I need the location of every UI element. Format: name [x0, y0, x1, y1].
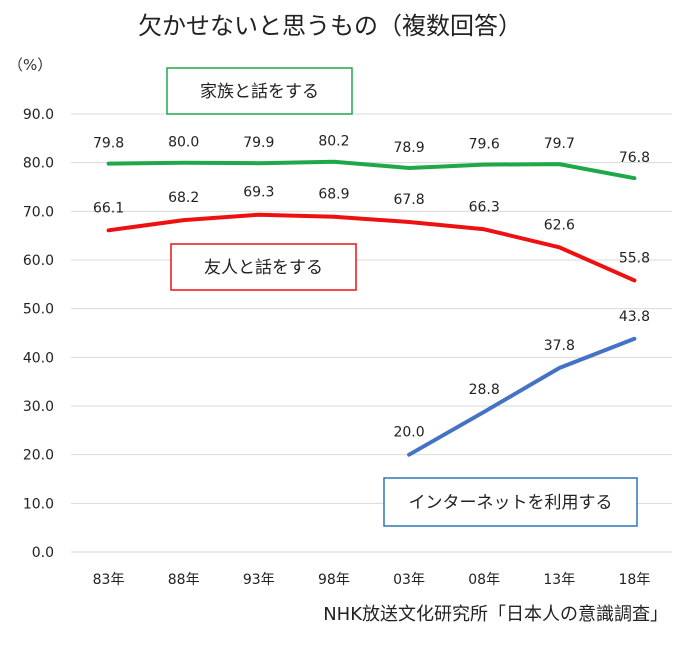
data-point — [407, 166, 411, 170]
data-point — [632, 337, 636, 341]
x-tick-label: 98年 — [318, 572, 350, 588]
data-point — [632, 278, 636, 282]
data-point — [332, 215, 336, 219]
data-label: 43.8 — [619, 309, 650, 325]
data-label: 68.9 — [318, 187, 349, 203]
data-label: 67.8 — [393, 192, 424, 208]
x-tick-label: 18年 — [619, 572, 651, 588]
x-axis-ticks: 83年 88年 93年 98年 03年 08年 13年 18年 — [93, 572, 651, 588]
series-line-1 — [106, 212, 637, 283]
legend-box-family: 家族と話をする — [166, 67, 353, 115]
series-line-0 — [106, 159, 637, 181]
data-point — [107, 162, 111, 166]
data-label: 66.1 — [93, 200, 124, 216]
data-point — [482, 410, 486, 414]
data-point — [482, 227, 486, 231]
data-label: 79.8 — [93, 136, 124, 152]
data-label: 76.8 — [619, 150, 650, 166]
data-label: 69.3 — [243, 185, 274, 201]
data-point — [107, 228, 111, 232]
y-tick-label: 30.0 — [23, 399, 54, 415]
data-label: 28.8 — [469, 382, 500, 398]
y-tick-label: 10.0 — [23, 496, 54, 512]
series-line-2 — [407, 336, 637, 457]
data-label: 78.9 — [393, 140, 424, 156]
y-tick-label: 80.0 — [23, 156, 54, 172]
y-tick-label: 0.0 — [32, 545, 54, 561]
x-tick-label: 03年 — [393, 572, 425, 588]
data-label: 68.2 — [168, 190, 199, 206]
data-label: 79.9 — [243, 135, 274, 151]
data-point — [182, 161, 186, 165]
data-labels: 79.8 80.0 79.9 80.2 78.9 79.6 79.7 76.8 66.1 68.2… — [93, 134, 650, 441]
data-point — [182, 218, 186, 222]
y-axis-ticks: 0.0 10.0 20.0 30.0 40.0 50.0 60.0 70.0 80.0 90.0 — [23, 107, 54, 561]
data-label: 37.8 — [544, 338, 575, 354]
y-tick-label: 40.0 — [23, 350, 54, 366]
data-point — [482, 163, 486, 167]
data-point — [632, 176, 636, 180]
data-label: 55.8 — [619, 250, 650, 266]
y-tick-label: 50.0 — [23, 302, 54, 318]
x-tick-label: 13年 — [543, 572, 575, 588]
legend-box-friends: 友人と話をする — [170, 243, 357, 291]
data-label: 79.6 — [469, 137, 500, 153]
data-label: 62.6 — [544, 217, 575, 233]
chart-title: 欠かせないと思うもの（複数回答） — [138, 12, 522, 40]
data-label: 66.3 — [469, 199, 500, 215]
x-tick-label: 83年 — [93, 572, 125, 588]
series-lines — [106, 159, 637, 457]
data-label: 80.2 — [318, 134, 349, 150]
data-point — [407, 453, 411, 457]
data-label: 79.7 — [544, 136, 575, 152]
y-tick-label: 20.0 — [23, 448, 54, 464]
y-tick-label: 60.0 — [23, 253, 54, 269]
data-point — [257, 213, 261, 217]
y-axis-unit-label: （%） — [8, 56, 52, 74]
data-label: 80.0 — [168, 135, 199, 151]
legend-label-family: 家族と話をする — [200, 82, 319, 102]
y-tick-label: 90.0 — [23, 107, 54, 123]
data-point — [407, 220, 411, 224]
legend-label-internet: インターネットを利用する — [409, 493, 613, 513]
data-label: 20.0 — [393, 425, 424, 441]
data-point — [557, 245, 561, 249]
x-tick-label: 93年 — [243, 572, 275, 588]
x-tick-label: 08年 — [468, 572, 500, 588]
legend-box-internet: インターネットを利用する — [383, 477, 638, 527]
source-note: NHK放送文化研究所「日本人の意識調査」 — [323, 604, 668, 625]
data-point — [557, 366, 561, 370]
legend-label-friends: 友人と話をする — [204, 258, 323, 278]
x-tick-label: 88年 — [168, 572, 200, 588]
data-point — [557, 162, 561, 166]
data-point — [332, 160, 336, 164]
data-point — [257, 161, 261, 165]
y-tick-label: 70.0 — [23, 204, 54, 220]
